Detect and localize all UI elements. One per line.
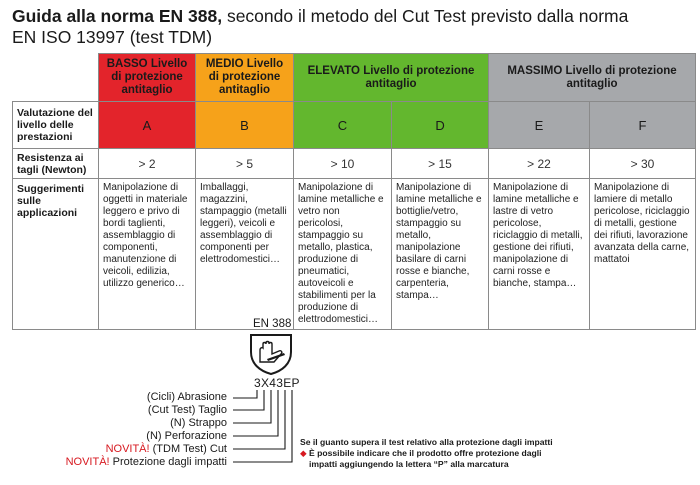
legend-text: (N) Perforazione xyxy=(146,430,227,442)
legend-text: Protezione dagli impatti xyxy=(109,456,227,468)
force-e: > 22 xyxy=(488,148,591,179)
impact-note: Se il guanto supera il test relativo all… xyxy=(300,437,553,470)
force-d: > 15 xyxy=(390,148,490,179)
level-f: F xyxy=(589,101,697,149)
note-line-2-wrap: ◆ È possibile indicare che il prodotto o… xyxy=(300,448,553,459)
legend-item-impatti: NOVITÀ! Protezione dagli impatti xyxy=(66,456,227,469)
header-medio: MEDIO Livello di protezione antitaglio xyxy=(195,53,294,102)
note-line-1: Se il guanto supera il test relativo all… xyxy=(300,437,553,447)
applications-row: Suggerimenti sulle applicazioni Manipola… xyxy=(12,178,697,330)
diamond-bullet-icon: ◆ xyxy=(300,448,309,458)
legend-text: (Cut Test) Taglio xyxy=(147,404,227,416)
title-line2: EN ISO 13997 (test TDM) xyxy=(12,27,213,47)
force-a: > 2 xyxy=(98,148,196,179)
force-c: > 10 xyxy=(293,148,392,179)
level-e: E xyxy=(488,101,591,149)
legend-item-tdm-cut: NOVITÀ! (TDM Test) Cut xyxy=(106,443,227,456)
novita-label: NOVITÀ! xyxy=(65,456,110,468)
legend-item-perforazione: (N) Perforazione xyxy=(146,430,227,443)
application-b: Imballaggi, magazzini, stampaggio (metal… xyxy=(195,178,294,330)
novita-label: NOVITÀ! xyxy=(105,443,150,455)
header-corner xyxy=(12,53,99,102)
row-label-suggerimenti: Suggerimenti sulle applicazioni xyxy=(12,178,99,330)
glove-shield-icon xyxy=(250,334,292,376)
note-line-3: impatti aggiungendo la lettera “P” alla … xyxy=(309,459,509,469)
marking-code: 3X43EP xyxy=(254,376,300,390)
row-label-resistenza: Resistenza ai tagli (Newton) xyxy=(12,148,99,179)
application-e: Manipolazione di lamine metalliche e las… xyxy=(488,178,591,330)
row-label-valutazione: Valutazione del livello delle prestazion… xyxy=(12,101,99,149)
legend-connector-lines xyxy=(233,390,293,463)
application-c: Manipolazione di lamine metalliche e vet… xyxy=(293,178,392,330)
level-d: D xyxy=(390,101,490,149)
application-d: Manipolazione di lamine metalliche e bot… xyxy=(390,178,490,330)
levels-row: Valutazione del livello delle prestazion… xyxy=(12,101,697,149)
title-rest: secondo il metodo del Cut Test previsto … xyxy=(222,6,629,26)
application-f: Manipolazione di lamiere di metallo peri… xyxy=(589,178,697,330)
legend-text: (Cicli) Abrasione xyxy=(146,391,227,403)
level-c: C xyxy=(293,101,392,149)
note-line-2: È possibile indicare che il prodotto off… xyxy=(309,448,542,458)
application-a: Manipolazione di oggetti in materiale le… xyxy=(98,178,196,330)
legend-text: (TDM Test) Cut xyxy=(149,443,227,455)
en388-marking-diagram: EN 388 3X43EP (Cicli) Abrasione (Cut Tes… xyxy=(0,316,700,485)
force-f: > 30 xyxy=(589,148,697,179)
force-b: > 5 xyxy=(195,148,294,179)
page-title: Guida alla norma EN 388, secondo il meto… xyxy=(12,6,692,48)
legend-item-strappo: (N) Strappo xyxy=(170,417,227,430)
legend-text: (N) Strappo xyxy=(170,417,227,429)
header-elevato: ELEVATO Livello di protezione antitaglio xyxy=(292,53,490,102)
level-b: B xyxy=(195,101,294,149)
legend-item-taglio: (Cut Test) Taglio xyxy=(148,404,227,417)
header-row: BASSO Livello di protezione antitaglio M… xyxy=(12,53,697,102)
standard-label: EN 388 xyxy=(253,318,292,330)
level-a: A xyxy=(98,101,196,149)
forces-row: Resistenza ai tagli (Newton) > 2 > 5 > 1… xyxy=(12,148,697,179)
header-massimo: MASSIMO Livello di protezione antitaglio xyxy=(488,53,697,102)
cut-level-table: BASSO Livello di protezione antitaglio M… xyxy=(12,53,697,330)
title-bold: Guida alla norma EN 388, xyxy=(12,6,223,26)
header-basso: BASSO Livello di protezione antitaglio xyxy=(98,53,196,102)
legend-item-abrasione: (Cicli) Abrasione xyxy=(147,391,227,404)
